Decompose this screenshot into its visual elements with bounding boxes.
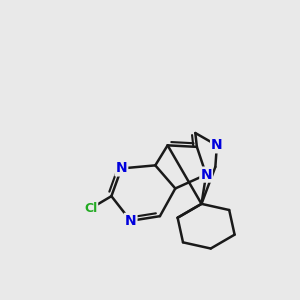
Text: N: N: [125, 214, 136, 228]
Text: N: N: [200, 168, 212, 182]
Text: Cl: Cl: [84, 202, 97, 215]
Text: N: N: [116, 161, 127, 176]
Text: N: N: [211, 138, 223, 152]
